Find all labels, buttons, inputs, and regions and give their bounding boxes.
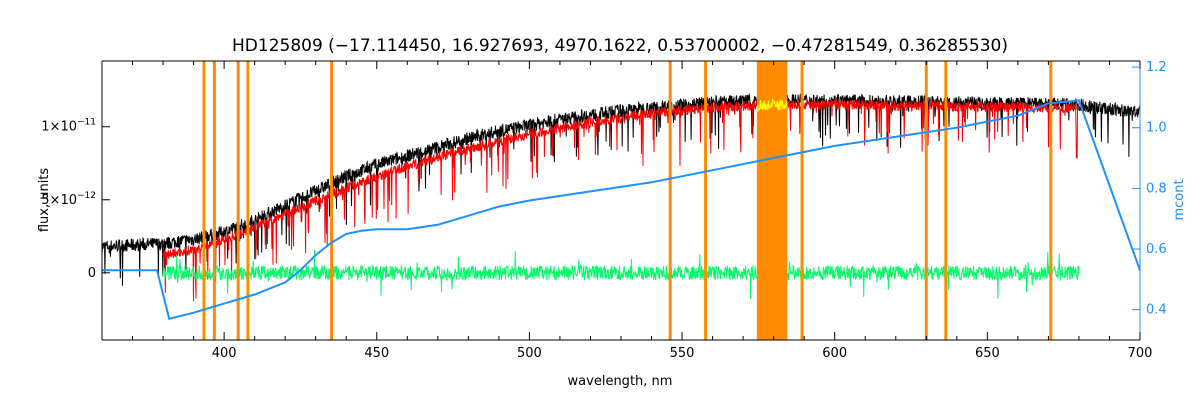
axis-layer: 400 450 500 550 600 650 700 0 5×10−12 1×10−11 0.4 0… xyxy=(41,60,1166,361)
observed-spectrum-line xyxy=(101,92,1141,286)
chart-title: HD125809 (−17.114450, 16.927693, 4970.16… xyxy=(232,36,1008,56)
y-axis-label-left: flux, units xyxy=(37,168,52,233)
x-tick-label: 650 xyxy=(975,346,1000,361)
x-tick-label: 550 xyxy=(670,346,695,361)
y-left-tick-label: 0 xyxy=(88,266,96,281)
x-tick-label: 500 xyxy=(517,346,542,361)
masked-model-line xyxy=(756,97,788,113)
x-tick-label: 700 xyxy=(1128,346,1153,361)
residual-line xyxy=(162,249,1080,299)
continuum-line xyxy=(102,99,1141,321)
y-axis-label-right: mcont xyxy=(1172,179,1187,220)
x-tick-label: 400 xyxy=(212,346,237,361)
y-right-tick-label: 1.2 xyxy=(1146,60,1167,75)
y-right-tick-label: 0.4 xyxy=(1146,303,1167,318)
x-tick-label: 450 xyxy=(364,346,389,361)
y-left-tick-label: 5×10−12 xyxy=(41,191,96,208)
y-right-tick-label: 0.8 xyxy=(1146,181,1167,196)
plot-layer xyxy=(101,61,1141,340)
x-tick-label: 600 xyxy=(822,346,847,361)
x-axis-label: wavelength, nm xyxy=(568,374,673,389)
y-right-tick-label: 1.0 xyxy=(1146,121,1167,136)
y-left-tick-label: 1×10−11 xyxy=(41,118,96,135)
y-right-tick-label: 0.6 xyxy=(1146,242,1167,257)
